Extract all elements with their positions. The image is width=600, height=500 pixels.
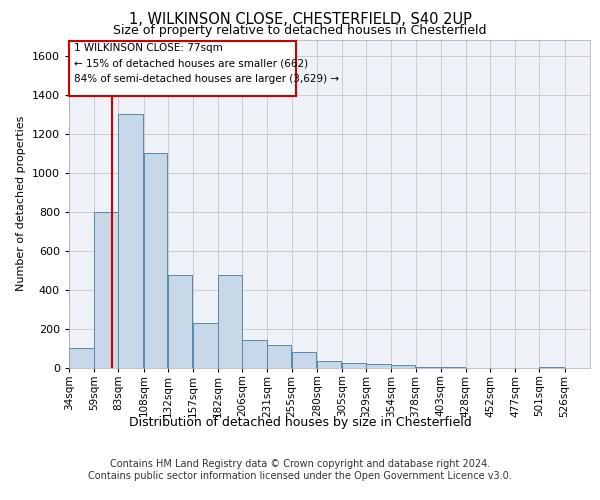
Text: 1 WILKINSON CLOSE: 77sqm
← 15% of detached houses are smaller (662)
84% of semi-: 1 WILKINSON CLOSE: 77sqm ← 15% of detach… [74,43,339,84]
Bar [441,366,466,368]
Bar [317,360,341,368]
Bar [168,275,193,368]
Bar [366,364,391,368]
Bar [416,366,440,368]
Bar [69,348,94,368]
Bar [391,364,415,368]
Bar [292,352,316,368]
FancyBboxPatch shape [69,41,296,96]
Bar [242,340,267,367]
Bar [94,212,118,368]
Bar [118,114,143,368]
Bar [268,345,291,368]
Bar [143,153,167,368]
Y-axis label: Number of detached properties: Number of detached properties [16,116,26,292]
Bar [193,322,218,368]
Bar [539,366,564,368]
Text: Contains HM Land Registry data © Crown copyright and database right 2024.: Contains HM Land Registry data © Crown c… [110,459,490,469]
Text: Size of property relative to detached houses in Chesterfield: Size of property relative to detached ho… [113,24,487,37]
Text: Distribution of detached houses by size in Chesterfield: Distribution of detached houses by size … [128,416,472,429]
Bar [342,362,365,368]
Text: 1, WILKINSON CLOSE, CHESTERFIELD, S40 2UP: 1, WILKINSON CLOSE, CHESTERFIELD, S40 2U… [128,12,472,28]
Text: Contains public sector information licensed under the Open Government Licence v3: Contains public sector information licen… [88,471,512,481]
Bar [218,275,242,368]
